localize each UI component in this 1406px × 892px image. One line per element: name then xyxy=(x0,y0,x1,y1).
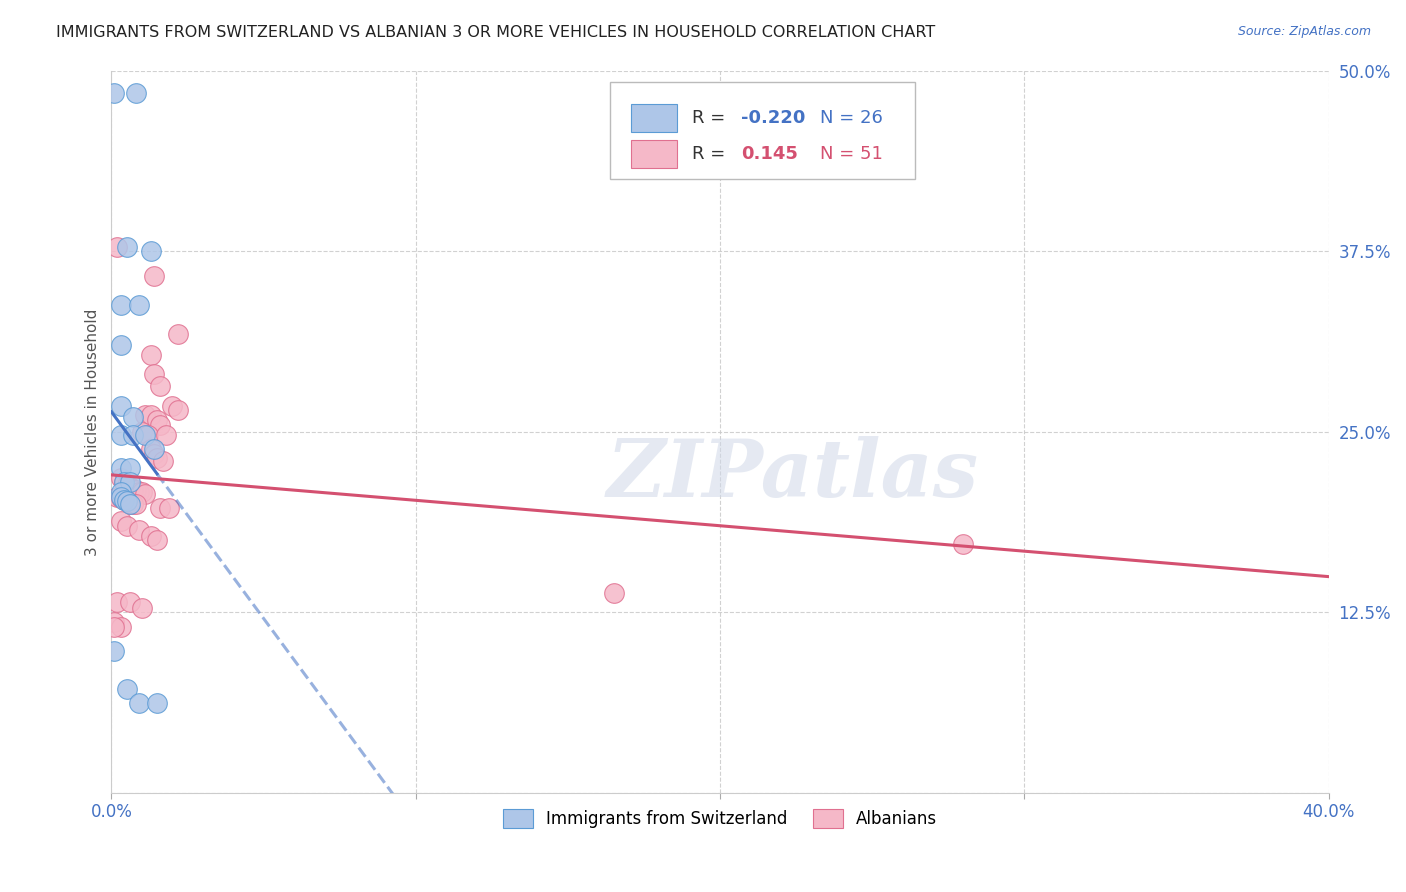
Point xyxy=(121,427,143,442)
Point xyxy=(167,403,190,417)
Point xyxy=(112,492,135,507)
Point xyxy=(143,446,166,460)
Point xyxy=(103,86,125,100)
FancyBboxPatch shape xyxy=(610,82,915,179)
Point xyxy=(112,475,135,490)
Point xyxy=(131,485,153,500)
Point xyxy=(131,425,153,439)
Point xyxy=(125,483,148,497)
Point xyxy=(146,696,169,710)
Point xyxy=(103,620,125,634)
Point xyxy=(149,501,172,516)
Point xyxy=(112,492,135,507)
Point xyxy=(107,240,129,254)
Point xyxy=(128,485,150,500)
Text: -0.220: -0.220 xyxy=(741,109,806,127)
Point xyxy=(115,518,138,533)
Point xyxy=(139,408,162,422)
Point xyxy=(110,485,132,500)
Point xyxy=(128,523,150,537)
Y-axis label: 3 or more Vehicles in Household: 3 or more Vehicles in Household xyxy=(86,308,100,556)
Point xyxy=(110,471,132,485)
Point xyxy=(131,601,153,615)
Point xyxy=(136,427,159,442)
FancyBboxPatch shape xyxy=(631,140,678,168)
Point xyxy=(143,442,166,457)
Point xyxy=(110,490,132,504)
Point xyxy=(112,475,135,490)
Point xyxy=(146,450,169,465)
Point xyxy=(103,615,125,630)
Text: ZIPatlas: ZIPatlas xyxy=(607,436,979,514)
Point xyxy=(115,494,138,508)
Legend: Immigrants from Switzerland, Albanians: Immigrants from Switzerland, Albanians xyxy=(496,802,943,835)
Point xyxy=(118,480,141,494)
Point xyxy=(125,497,148,511)
Point xyxy=(121,483,143,497)
Point xyxy=(107,595,129,609)
Text: N = 51: N = 51 xyxy=(820,145,883,163)
Point xyxy=(115,240,138,254)
Point xyxy=(118,475,141,490)
Point xyxy=(155,427,177,442)
Point xyxy=(139,529,162,543)
Point xyxy=(157,501,180,516)
Point xyxy=(115,681,138,696)
Point xyxy=(110,399,132,413)
Point xyxy=(952,537,974,551)
Point xyxy=(115,494,138,508)
Point xyxy=(139,244,162,259)
Point xyxy=(103,644,125,658)
Point xyxy=(139,348,162,362)
Point xyxy=(134,487,156,501)
FancyBboxPatch shape xyxy=(631,104,678,132)
Point xyxy=(121,410,143,425)
Point xyxy=(110,514,132,528)
Point xyxy=(110,338,132,352)
Point xyxy=(143,268,166,283)
Text: IMMIGRANTS FROM SWITZERLAND VS ALBANIAN 3 OR MORE VEHICLES IN HOUSEHOLD CORRELAT: IMMIGRANTS FROM SWITZERLAND VS ALBANIAN … xyxy=(56,25,935,40)
Point xyxy=(143,367,166,381)
Text: N = 26: N = 26 xyxy=(820,109,883,127)
Text: R =: R = xyxy=(692,109,731,127)
Point xyxy=(125,86,148,100)
Point xyxy=(115,478,138,492)
Point xyxy=(162,399,184,413)
Point xyxy=(121,497,143,511)
Point xyxy=(149,417,172,432)
Point xyxy=(110,427,132,442)
Point xyxy=(128,298,150,312)
Point xyxy=(134,408,156,422)
Text: 0.145: 0.145 xyxy=(741,145,797,163)
Text: R =: R = xyxy=(692,145,731,163)
Point xyxy=(167,326,190,341)
Point xyxy=(139,442,162,457)
Point xyxy=(152,454,174,468)
Point xyxy=(128,696,150,710)
Point xyxy=(110,620,132,634)
Point xyxy=(134,427,156,442)
Point xyxy=(118,461,141,475)
Point xyxy=(110,298,132,312)
Point xyxy=(149,378,172,392)
Text: Source: ZipAtlas.com: Source: ZipAtlas.com xyxy=(1237,25,1371,38)
Point xyxy=(602,586,624,600)
Point xyxy=(118,595,141,609)
Point xyxy=(110,461,132,475)
Point xyxy=(118,497,141,511)
Point xyxy=(110,491,132,506)
Point xyxy=(118,497,141,511)
Point xyxy=(107,490,129,504)
Point xyxy=(146,413,169,427)
Point xyxy=(146,533,169,547)
